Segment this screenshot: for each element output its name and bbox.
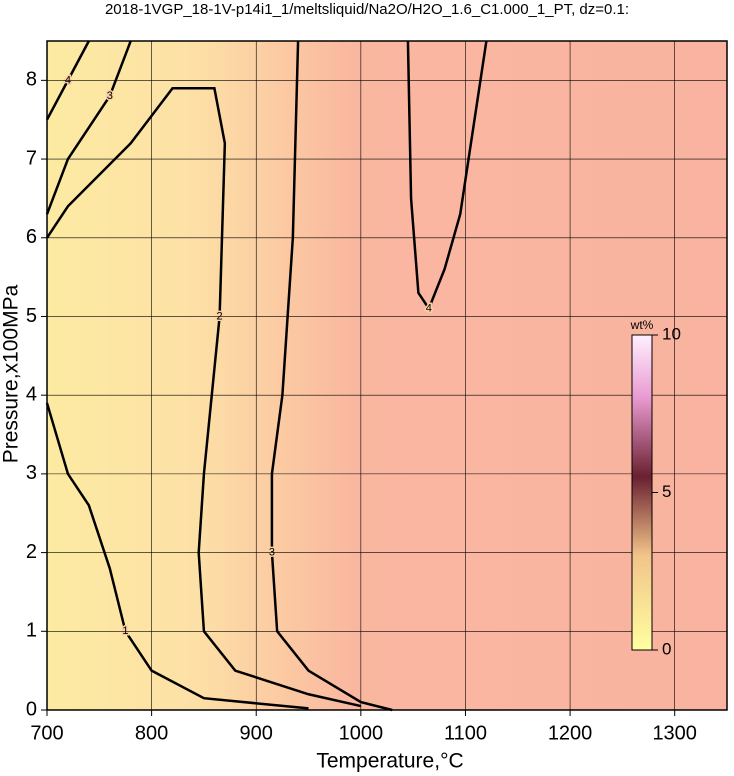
plot-frame xyxy=(46,40,728,711)
contour-label: 4 xyxy=(426,303,432,315)
x-tick-label: 700 xyxy=(30,722,63,744)
chart-title: 2018-1VGP_18-1V-p14i1_1/meltsliquid/Na2O… xyxy=(105,1,629,18)
x-tick-label: 1300 xyxy=(652,722,697,744)
contour-line xyxy=(406,40,488,312)
colorbar-tick-label: 0 xyxy=(662,639,671,658)
colorbar xyxy=(631,334,653,651)
y-axis-label: Pressure,x100MPa xyxy=(0,284,23,463)
x-tick-label: 1000 xyxy=(339,722,384,744)
y-tick-label: 6 xyxy=(26,226,37,248)
contour-line xyxy=(45,402,309,710)
colorbar-tick-label: 10 xyxy=(662,324,681,343)
y-tick-label: 5 xyxy=(26,305,37,327)
contour-label: 3 xyxy=(107,90,113,102)
y-tick-label: 7 xyxy=(26,147,37,169)
x-tick-label: 1100 xyxy=(444,722,487,744)
x-axis-label: Temperature,°C xyxy=(316,750,463,773)
y-tick-label: 4 xyxy=(26,383,37,405)
y-tick-label: 3 xyxy=(26,462,37,484)
y-tick-label: 1 xyxy=(26,620,37,642)
y-tick-label: 2 xyxy=(26,541,37,563)
plot-background xyxy=(47,41,727,710)
y-tick-label: 0 xyxy=(26,698,37,720)
x-tick-label: 1200 xyxy=(548,722,593,744)
y-tick-label: 8 xyxy=(26,69,37,91)
contour-line xyxy=(45,40,132,215)
colorbar-tick-label: 5 xyxy=(662,482,671,501)
x-tick-label: 900 xyxy=(240,722,273,744)
colorbar-label: wt% xyxy=(630,318,654,332)
x-tick-label: 800 xyxy=(135,722,168,744)
